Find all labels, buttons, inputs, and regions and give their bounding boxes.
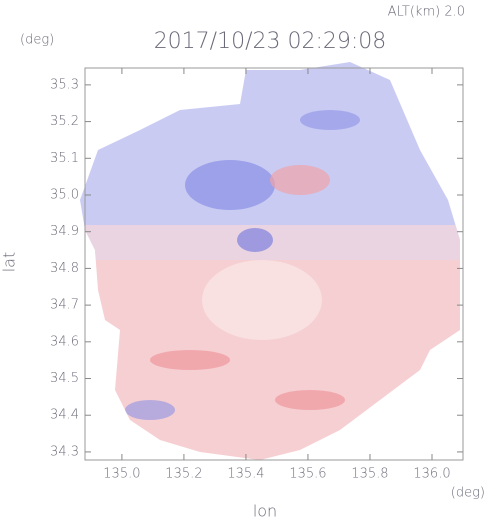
- y-tick-label: 35.3: [50, 77, 79, 92]
- y-tick-label: 34.5: [50, 371, 79, 386]
- x-tick-label: 135.0: [103, 467, 140, 482]
- x-tick-label: 135.2: [165, 467, 202, 482]
- y-tick-label: 34.8: [50, 261, 79, 276]
- y-tick-label: 35.0: [50, 187, 79, 202]
- blob: [125, 400, 175, 420]
- y-tick-label: 34.4: [50, 408, 79, 423]
- y-axis-label: lat: [0, 252, 19, 273]
- blob: [275, 390, 345, 410]
- y-tick-label: 34.3: [50, 444, 79, 459]
- blob: [150, 350, 230, 370]
- x-tick-label: 135.6: [289, 467, 326, 482]
- blob: [185, 160, 275, 210]
- y-tick-label: 34.7: [50, 298, 79, 313]
- y-tick-label: 34.6: [50, 334, 79, 349]
- x-unit: (deg): [451, 486, 485, 501]
- blob: [300, 110, 360, 130]
- y-unit: (deg): [20, 33, 54, 48]
- velocity-field: [80, 62, 460, 460]
- blob: [237, 228, 273, 252]
- altitude-label: ALT(km) 2.0: [388, 5, 465, 20]
- y-tick-label: 35.2: [50, 114, 79, 129]
- blob: [202, 260, 322, 340]
- y-tick-label: 34.9: [50, 224, 79, 239]
- x-tick-label: 136.0: [413, 467, 450, 482]
- blob: [270, 165, 330, 195]
- x-tick-label: 135.4: [227, 467, 264, 482]
- x-axis-label: lon: [253, 502, 277, 521]
- plot-frame: [84, 67, 464, 461]
- chart-title: 2017/10/23 02:29:08: [154, 29, 387, 54]
- y-tick-label: 35.1: [50, 151, 79, 166]
- x-tick-label: 135.8: [351, 467, 388, 482]
